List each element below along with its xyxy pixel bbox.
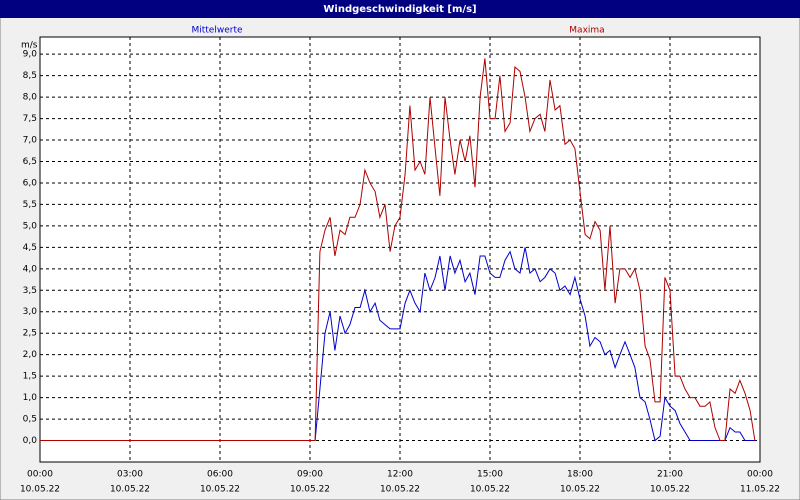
x-tick-date: 10.05.22 <box>20 485 60 495</box>
x-tick-date: 10.05.22 <box>650 485 690 495</box>
y-tick-label: 6,0 <box>23 178 38 188</box>
y-tick-label: 0,5 <box>23 415 37 425</box>
chart-title: Windgeschwindigkeit [m/s] <box>323 4 476 15</box>
y-tick-label: 2,5 <box>23 329 37 339</box>
x-tick-label: 18:00 <box>567 470 593 480</box>
y-tick-label: 5,5 <box>23 200 37 210</box>
y-tick-label: 3,0 <box>23 307 38 317</box>
title-bar <box>0 0 800 18</box>
y-tick-label: 1,5 <box>23 372 37 382</box>
y-tick-label: 9,0 <box>23 50 38 60</box>
data-line <box>40 247 755 442</box>
x-tick-label: 00:00 <box>747 470 773 480</box>
y-tick-label: 2,0 <box>23 350 38 360</box>
x-tick-date: 10.05.22 <box>200 485 240 495</box>
y-tick-label: 7,5 <box>23 114 37 124</box>
legend-label: Maxima <box>569 26 604 36</box>
x-tick-date: 10.05.22 <box>470 485 510 495</box>
x-tick-label: 12:00 <box>387 470 413 480</box>
x-tick-label: 00:00 <box>27 470 53 480</box>
y-tick-label: 4,0 <box>23 264 38 274</box>
legend-label: Mittelwerte <box>191 26 242 36</box>
y-tick-label: 3,5 <box>23 286 37 296</box>
data-line <box>40 58 756 442</box>
x-tick-label: 21:00 <box>657 470 683 480</box>
x-tick-date: 10.05.22 <box>380 485 420 495</box>
x-tick-date: 10.05.22 <box>560 485 600 495</box>
y-tick-label: 0,0 <box>23 436 38 446</box>
x-tick-label: 06:00 <box>207 470 233 480</box>
x-tick-date: 10.05.22 <box>110 485 150 495</box>
y-tick-label: 5,0 <box>23 221 38 231</box>
y-tick-label: 6,5 <box>23 157 37 167</box>
y-tick-label: 8,5 <box>23 71 37 81</box>
y-tick-label: 7,0 <box>23 136 38 146</box>
x-tick-label: 09:00 <box>297 470 323 480</box>
x-tick-label: 03:00 <box>117 470 143 480</box>
x-tick-date: 11.05.22 <box>740 485 780 495</box>
y-tick-label: 4,5 <box>23 243 37 253</box>
y-tick-label: 1,0 <box>23 393 38 403</box>
x-tick-date: 10.05.22 <box>290 485 330 495</box>
y-unit: m/s <box>21 41 38 51</box>
y-tick-label: 8,0 <box>23 93 38 103</box>
x-tick-label: 15:00 <box>477 470 503 480</box>
